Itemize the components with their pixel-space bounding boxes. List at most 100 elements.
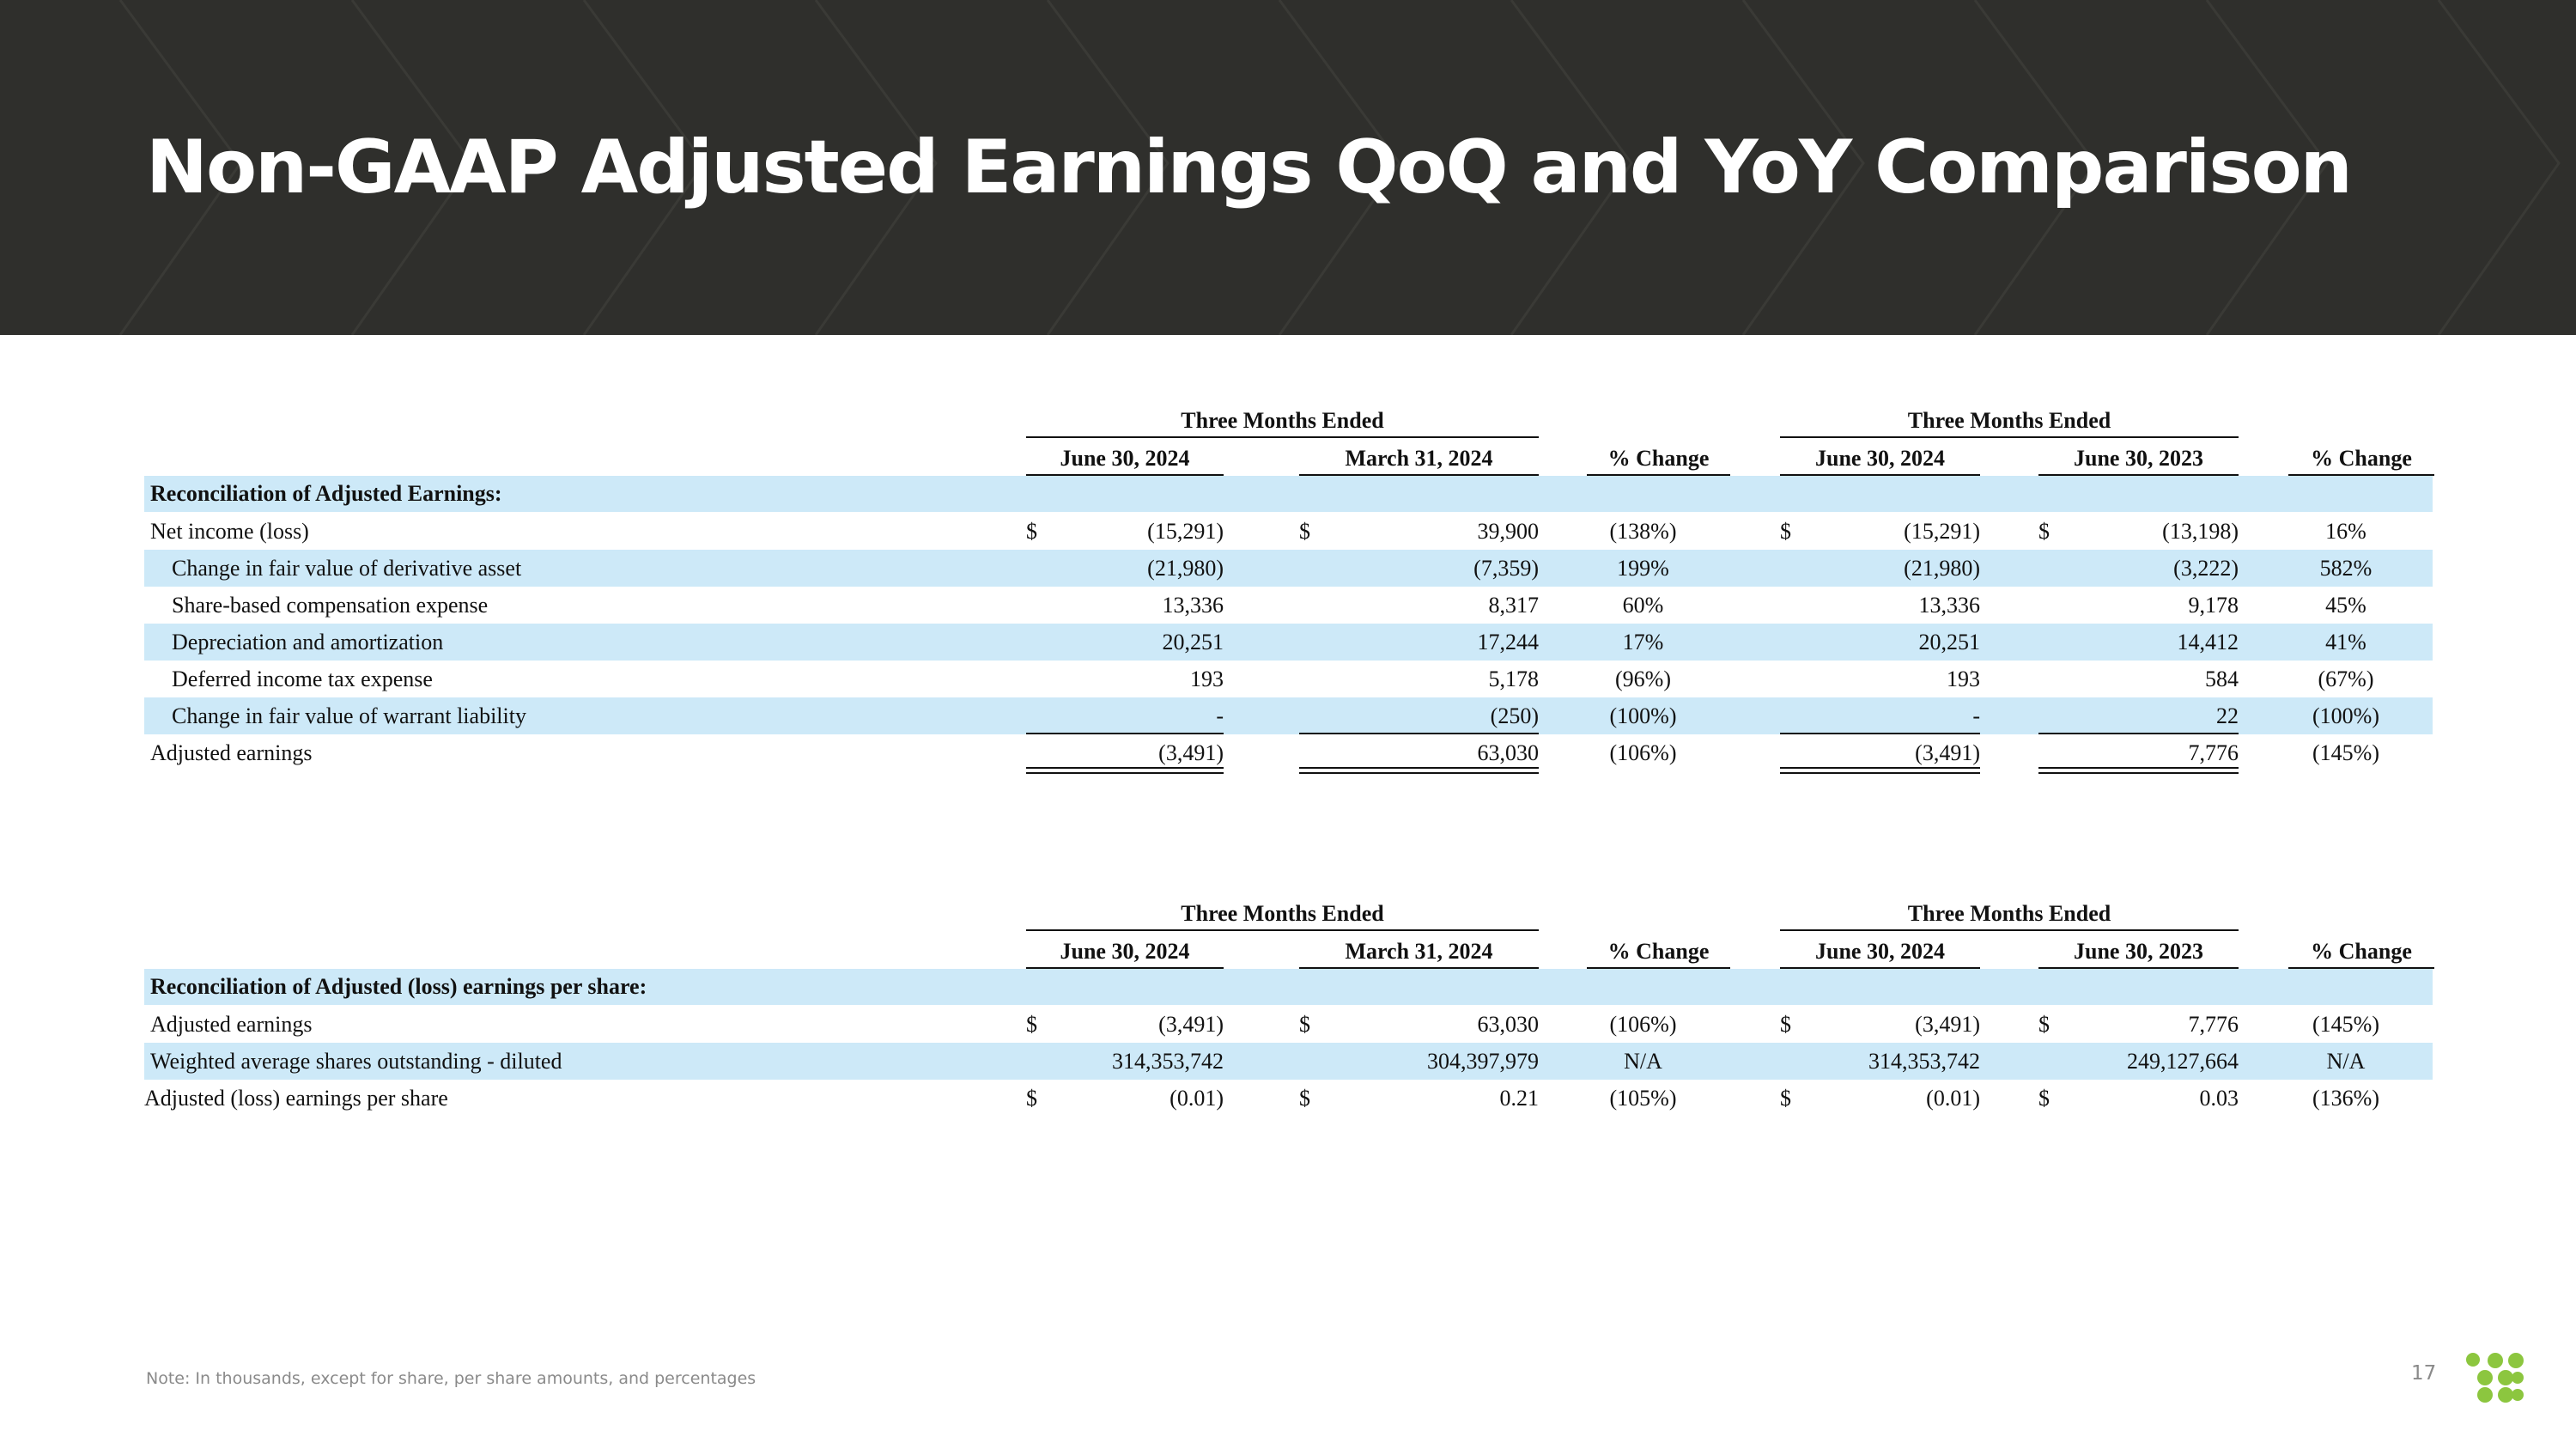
cell-value: (15,291) (1904, 519, 1980, 544)
cell-value: 193 (1947, 667, 1980, 691)
cell-value: 584 (2205, 667, 2239, 691)
company-logo-icon (2466, 1353, 2524, 1403)
cell-value: (3,491) (1158, 740, 1224, 765)
cell-value: 0.03 (2199, 1086, 2239, 1111)
cell-value: 193 (1190, 667, 1224, 691)
cell-value: 63,030 (1477, 740, 1540, 765)
total-double-underline (1026, 767, 1224, 774)
section-title: Reconciliation of Adjusted (loss) earnin… (150, 974, 647, 999)
cell-value: 20,251 (1162, 630, 1224, 654)
column-header-march-2024: March 31, 2024 (1345, 446, 1493, 471)
row-band (144, 697, 2433, 734)
cell-value: (0.01) (1926, 1086, 1980, 1111)
cell-value: 249,127,664 (2127, 1049, 2239, 1074)
currency-symbol: $ (2038, 519, 2050, 544)
column-header-june-2024: June 30, 2024 (1060, 939, 1190, 964)
cell-value: 9,178 (2188, 593, 2239, 618)
cell-value: (13,198) (2162, 519, 2239, 544)
currency-symbol: $ (1299, 519, 1310, 544)
subtotal-underline (1026, 733, 1224, 734)
currency-symbol: $ (1780, 1086, 1791, 1111)
currency-symbol: $ (1026, 519, 1037, 544)
cell-pct-change: (100%) (2312, 703, 2379, 728)
row-band (144, 1043, 2433, 1080)
page-number: 17 (2411, 1362, 2437, 1385)
cell-value: 39,900 (1477, 519, 1540, 544)
group-header-underline (1780, 929, 2239, 931)
section-band (144, 969, 2433, 1005)
column-header-june-2024: June 30, 2024 (1060, 446, 1190, 471)
column-header-pct-change: % Change (2311, 939, 2412, 964)
cell-value: (250) (1490, 703, 1539, 728)
column-header-underline (2288, 967, 2434, 969)
cell-value: 0.21 (1499, 1086, 1540, 1111)
column-header-underline (1299, 967, 1539, 969)
cell-pct-change: (145%) (2312, 1012, 2379, 1037)
cell-value: (3,491) (1915, 740, 1980, 765)
cell-pct-change: (136%) (2312, 1086, 2379, 1111)
column-header-june-2023: June 30, 2023 (2074, 939, 2203, 964)
cell-value: 22 (2216, 703, 2239, 728)
column-header-underline (1587, 967, 1730, 969)
row-label: Adjusted earnings (150, 1012, 313, 1037)
header-pattern (118, 0, 2561, 335)
cell-pct-change: (105%) (1609, 1086, 1677, 1111)
column-header-june-2024: June 30, 2024 (1815, 939, 1945, 964)
cell-pct-change: 45% (2325, 593, 2366, 618)
cell-value: 8,317 (1488, 593, 1540, 618)
column-header-pct-change: % Change (2311, 446, 2412, 471)
row-band (144, 550, 2433, 587)
column-header-underline (1587, 474, 1730, 476)
subtotal-underline (1780, 733, 1980, 734)
cell-pct-change: (106%) (1609, 740, 1677, 765)
cell-pct-change: (138%) (1609, 519, 1677, 544)
cell-value: 7,776 (2188, 740, 2239, 765)
cell-value: 17,244 (1477, 630, 1540, 654)
column-header-underline (1780, 967, 1980, 969)
currency-symbol: $ (1026, 1086, 1037, 1111)
cell-value: 13,336 (1162, 593, 1224, 618)
cell-pct-change: 60% (1622, 593, 1664, 618)
cell-value: 20,251 (1918, 630, 1981, 654)
cell-pct-change: (145%) (2312, 740, 2379, 765)
row-label: Depreciation and amortization (172, 630, 444, 654)
cell-value: (3,222) (2173, 556, 2239, 581)
cell-value: 13,336 (1918, 593, 1981, 618)
currency-symbol: $ (1299, 1086, 1310, 1111)
cell-pct-change: 41% (2325, 630, 2366, 654)
cell-pct-change: (100%) (1609, 703, 1677, 728)
row-label: Adjusted earnings (150, 740, 313, 765)
row-label: Deferred income tax expense (172, 667, 433, 691)
cell-pct-change: 17% (1622, 630, 1664, 654)
slide-header: Non-GAAP Adjusted Earnings QoQ and YoY C… (0, 0, 2576, 335)
total-double-underline (1780, 767, 1980, 774)
cell-value: - (1216, 703, 1224, 728)
group-header-underline (1026, 929, 1539, 931)
row-label: Weighted average shares outstanding - di… (150, 1049, 562, 1074)
cell-pct-change: 199% (1617, 556, 1669, 581)
cell-pct-change: N/A (2326, 1049, 2366, 1074)
column-header-underline (2038, 967, 2239, 969)
section-title: Reconciliation of Adjusted Earnings: (150, 481, 502, 506)
cell-value: (15,291) (1147, 519, 1224, 544)
page-title: Non-GAAP Adjusted Earnings QoQ and YoY C… (146, 125, 2353, 210)
row-label: Change in fair value of warrant liabilit… (172, 703, 526, 728)
cell-value: (21,980) (1904, 556, 1980, 581)
cell-pct-change: (106%) (1609, 1012, 1677, 1037)
row-band (144, 624, 2433, 661)
group-header-yoy: Three Months Ended (1907, 901, 2111, 926)
column-header-june-2024: June 30, 2024 (1815, 446, 1945, 471)
cell-value: (7,359) (1473, 556, 1539, 581)
section-band (144, 476, 2433, 512)
cell-value: (3,491) (1158, 1012, 1224, 1037)
currency-symbol: $ (1780, 1012, 1791, 1037)
column-header-underline (1026, 474, 1224, 476)
group-header-underline (1780, 436, 2239, 438)
group-header-underline (1026, 436, 1539, 438)
subtotal-underline (2038, 733, 2239, 734)
cell-pct-change: (67%) (2318, 667, 2374, 691)
cell-pct-change: 582% (2319, 556, 2372, 581)
cell-pct-change: N/A (1624, 1049, 1662, 1074)
currency-symbol: $ (1299, 1012, 1310, 1037)
column-header-march-2024: March 31, 2024 (1345, 939, 1493, 964)
